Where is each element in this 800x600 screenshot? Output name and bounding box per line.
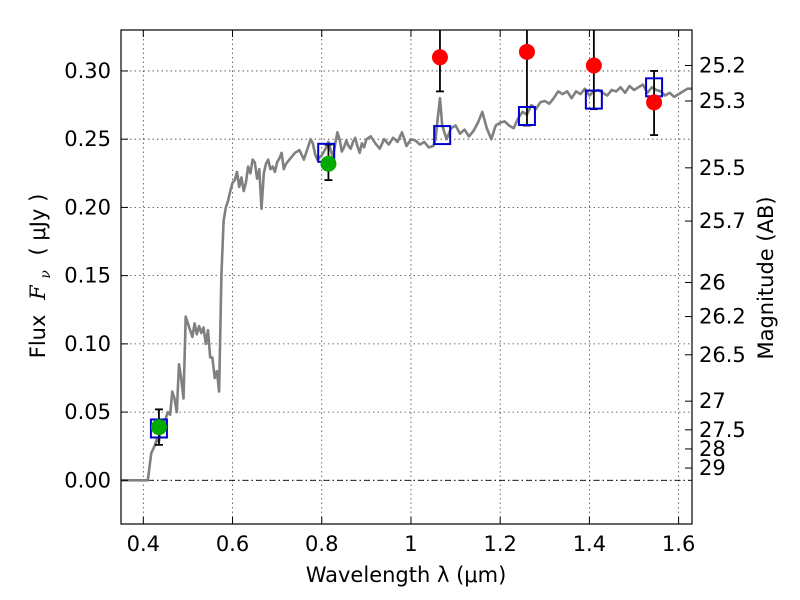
model-square: [584, 89, 603, 110]
y2-tick-label: 25.2: [699, 53, 746, 77]
y-tick-label: 0.25: [64, 127, 111, 151]
plot-frame: [120, 29, 693, 525]
y-tick-label: 0.05: [64, 400, 111, 424]
detection-point: [320, 155, 337, 172]
y2-tick-label: 25.3: [699, 89, 746, 113]
model-photometry-points: [149, 77, 664, 439]
upper-limit-point: [585, 57, 602, 74]
x-tick-label: 0.8: [305, 532, 338, 556]
y-tick-label: 0.15: [64, 264, 111, 288]
y-tick-label: 0.10: [64, 332, 111, 356]
y2-tick-label: 25.5: [699, 156, 746, 180]
y-tick-label: 0.00: [64, 468, 111, 492]
model-square: [433, 125, 452, 146]
sed-model-curve: [121, 83, 692, 482]
y-label-prefix: Flux: [26, 315, 50, 359]
x-tick-label: 1: [404, 532, 417, 556]
y2-tick-label: 25.7: [699, 209, 746, 233]
y-axis-label: Flux F ν ( μJy ): [26, 194, 55, 359]
y-tick-label: 0.30: [64, 59, 111, 83]
upper-limit-point: [646, 94, 663, 111]
y2-axis-label: Magnitude (AB): [754, 196, 778, 359]
plot-area: [121, 30, 692, 482]
y2-tick-label: 26.2: [699, 305, 746, 329]
detection-points: [150, 155, 337, 436]
x-tick-label: 1.4: [573, 532, 606, 556]
y2-tick-label: 27: [699, 389, 726, 413]
svg-text:Flux F ν ( μ: Flux F ν ( μJy ): [26, 194, 55, 359]
upper-limit-points: [431, 43, 663, 111]
x-tick-label: 0.4: [127, 532, 160, 556]
x-axis-label: Wavelength λ (μm): [306, 563, 507, 587]
x-tick-label: 0.6: [216, 532, 249, 556]
y-label-symbol: F: [26, 284, 50, 301]
y-tick-label: 0.20: [64, 195, 111, 219]
y2-tick-label: 28: [699, 437, 726, 461]
upper-limit-point: [431, 49, 448, 66]
y-label-units: ( μJy ): [26, 194, 50, 256]
y-label-subscript: ν: [38, 270, 54, 279]
y-axis-ticks: 0.00 0.05 0.10 0.15 0.20 0.25 0.30: [64, 59, 128, 492]
upper-limit-point: [518, 43, 535, 60]
x-axis-ticks: 0.4 0.6 0.8 1 1.2 1.4 1.6: [127, 30, 695, 556]
y2-tick-label: 26.5: [699, 343, 746, 367]
y2-tick-label: 27.5: [699, 418, 746, 442]
x-tick-label: 1.6: [662, 532, 695, 556]
model-square: [517, 105, 536, 126]
y2-tick-label: 26: [699, 270, 726, 294]
y2-tick-label: 29: [699, 456, 726, 480]
grid-lines: [121, 30, 692, 524]
x-tick-label: 1.2: [483, 532, 516, 556]
detection-point: [150, 419, 167, 436]
